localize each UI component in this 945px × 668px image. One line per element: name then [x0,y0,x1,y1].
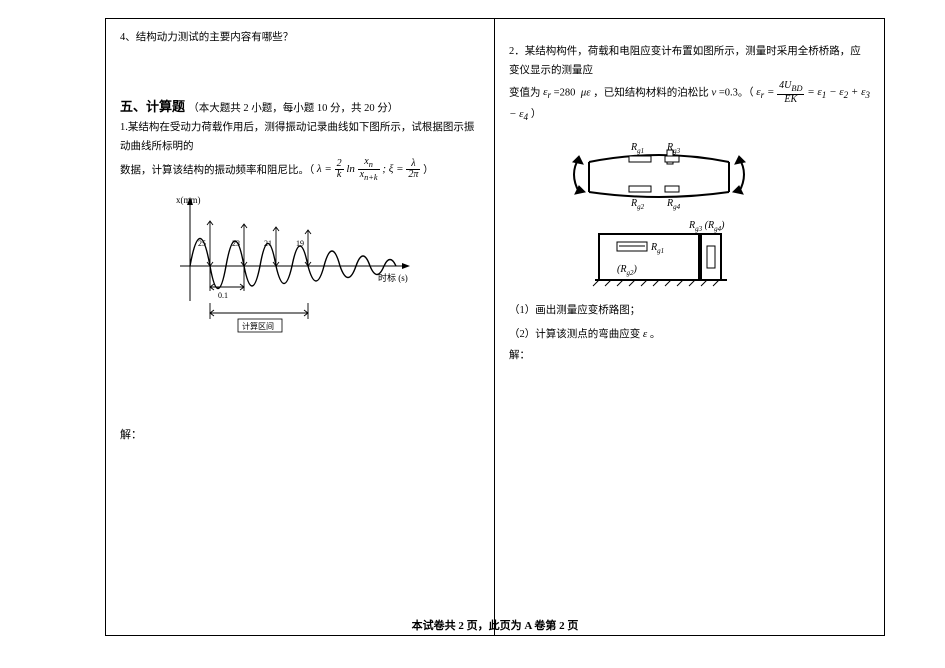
sub-question-2: （2）计算该测点的弯曲应变 ε 。 [509,326,870,344]
svg-text:Rg3 (Rg4): Rg3 (Rg4) [688,220,725,233]
svg-text:0.1: 0.1 [218,291,228,300]
sub-question-1: （1）画出测量应变桥路图； [509,303,870,320]
section-5-title: 五、计算题 [120,99,185,114]
wave-figure: x(mm) 时标 (s) [160,191,480,344]
page-content: 4、结构动力测试的主要内容有哪些？ 五、计算题 （本大题共 2 小题，每小题 1… [106,19,884,635]
svg-text:25: 25 [198,239,206,248]
page-footer: 本试卷共 2 页，此页为 A 卷第 2 页 [106,617,884,635]
section-5-heading: 五、计算题 （本大题共 2 小题，每小题 10 分，共 20 分） [120,96,480,115]
left-column: 4、结构动力测试的主要内容有哪些？ 五、计算题 （本大题共 2 小题，每小题 1… [106,19,495,635]
left-answer-label: 解： [120,426,480,442]
q1-line2: 数据，计算该结构的振动频率和阻尼比。（ λ = 2k ln xnxn+k ; ξ… [120,157,480,183]
section-5-desc: （本大题共 2 小题，每小题 10 分，共 20 分） [188,103,398,114]
q1-line1: 1.某结构在受动力荷载作用后，测得振动记录曲线如下图所示，试根据图示振动曲线所标… [120,119,480,157]
svg-text:Rg1: Rg1 [630,142,644,155]
right-answer-label: 解： [509,347,870,366]
y-axis-label: x(mm) [176,195,201,205]
svg-text:Rg2: Rg2 [630,198,645,211]
svg-text:21: 21 [264,239,272,248]
q2-line2: 变值为 εr =280 με ，已知结构材料的泊松比 ν =0.3。（ εr =… [509,81,870,126]
svg-text:Rg4: Rg4 [666,198,681,211]
q2-line1: 2．某结构构件，荷载和电阻应变计布置如图所示，测量时采用全桥桥路，应变仪显示的测… [509,43,870,81]
wave-svg: x(mm) 时标 (s) [160,191,420,341]
page-border: 4、结构动力测试的主要内容有哪些？ 五、计算题 （本大题共 2 小题，每小题 1… [105,18,885,636]
svg-text:计算区间: 计算区间 [242,321,274,331]
q1-formula-close: ） [423,164,434,175]
q1-formula: λ = 2k ln xnxn+k ; ξ = λ2π [317,163,423,175]
question-4: 4、结构动力测试的主要内容有哪些？ [120,29,480,48]
x-axis-label: 时标 (s) [378,272,408,283]
q1-line2-lead: 数据，计算该结构的振动频率和阻尼比。（ [120,164,314,175]
svg-text:23: 23 [232,239,240,248]
right-column: 2．某结构构件，荷载和电阻应变计布置如图所示，测量时采用全桥桥路，应变仪显示的测… [495,19,884,635]
gauge-svg: Rg1 Rg3 Rg2 Rg4 Rg3 (Rg4) Rg1 (Rg2) [539,134,799,294]
gauge-figure: Rg1 Rg3 Rg2 Rg4 Rg3 (Rg4) Rg1 (Rg2) [539,134,870,297]
svg-text:19: 19 [296,239,304,248]
